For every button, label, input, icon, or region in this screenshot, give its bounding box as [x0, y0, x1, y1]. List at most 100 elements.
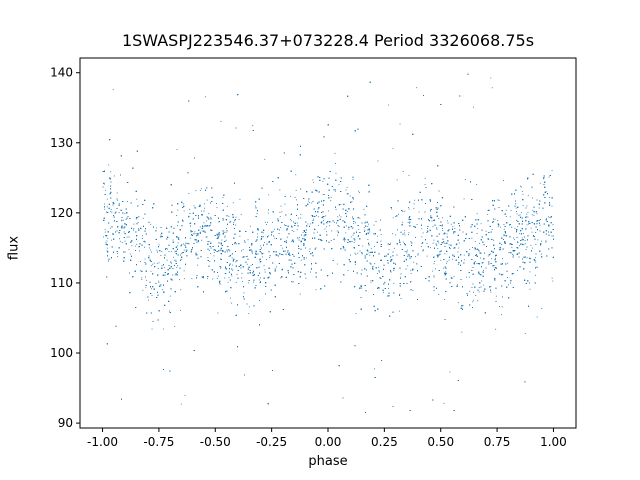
data-point: [503, 224, 505, 225]
data-point: [426, 255, 428, 257]
data-point: [142, 217, 144, 219]
data-point: [300, 259, 302, 261]
data-point: [479, 242, 480, 244]
data-point: [330, 240, 332, 241]
data-point: [490, 286, 492, 288]
data-point: [103, 183, 105, 185]
data-point: [535, 244, 537, 245]
data-point: [355, 253, 357, 255]
data-point: [304, 235, 306, 237]
data-point: [180, 253, 182, 255]
data-point: [450, 277, 452, 279]
data-point: [158, 262, 160, 264]
data-point: [340, 216, 342, 218]
data-point: [538, 207, 540, 209]
data-point: [300, 217, 302, 219]
data-point: [527, 216, 529, 218]
data-point: [111, 239, 112, 241]
data-point: [523, 244, 525, 246]
data-point: [501, 314, 502, 316]
data-point: [163, 264, 164, 265]
data-point: [535, 257, 536, 259]
data-point: [218, 221, 220, 223]
data-point: [536, 213, 538, 215]
data-point: [431, 220, 433, 222]
data-point: [401, 221, 403, 223]
data-point: [382, 292, 384, 293]
data-point: [255, 205, 256, 207]
data-point: [345, 232, 347, 234]
data-point: [241, 250, 242, 252]
data-point: [183, 278, 185, 280]
data-point: [247, 239, 249, 241]
data-point: [161, 251, 163, 252]
data-point: [224, 235, 226, 237]
data-point: [336, 220, 338, 221]
data-point: [289, 218, 291, 220]
data-point: [374, 263, 376, 265]
data-point: [220, 258, 222, 260]
data-point: [134, 245, 136, 247]
data-point: [324, 228, 326, 230]
data-point: [208, 249, 210, 251]
data-point: [549, 196, 551, 198]
data-point: [328, 210, 329, 212]
data-point: [347, 270, 349, 271]
data-point: [413, 207, 415, 209]
data-point: [264, 158, 266, 160]
data-point: [208, 213, 210, 214]
scatter-points: [102, 73, 554, 413]
data-point: [334, 152, 336, 154]
data-point: [502, 258, 503, 260]
data-point: [282, 254, 284, 256]
data-point: [545, 218, 547, 219]
chart-title: 1SWASPJ223546.37+073228.4 Period 3326068…: [121, 31, 535, 50]
data-point: [141, 277, 143, 279]
data-point: [522, 233, 524, 235]
data-point: [337, 232, 339, 234]
data-point: [218, 233, 220, 235]
data-point: [406, 256, 408, 258]
data-point: [119, 240, 121, 242]
data-point: [446, 261, 448, 263]
data-point: [426, 243, 428, 244]
data-point: [177, 265, 178, 267]
data-point: [248, 306, 250, 308]
data-point: [267, 212, 269, 214]
data-point: [323, 194, 325, 195]
data-point: [505, 216, 507, 217]
data-point: [461, 331, 463, 333]
data-point: [346, 186, 348, 188]
data-point: [183, 249, 185, 251]
data-point: [196, 234, 198, 236]
data-point: [521, 237, 523, 239]
data-point: [118, 202, 120, 204]
data-point: [338, 184, 340, 186]
data-point: [393, 247, 395, 249]
data-point: [517, 253, 519, 255]
data-point: [266, 224, 267, 225]
data-point: [112, 89, 114, 91]
data-point: [150, 249, 151, 251]
data-point: [209, 261, 211, 262]
data-point: [133, 223, 135, 225]
data-point: [219, 234, 221, 236]
data-point: [110, 171, 112, 173]
data-point: [260, 277, 261, 279]
data-point: [308, 251, 310, 252]
data-point: [205, 236, 207, 238]
data-point: [370, 248, 372, 250]
data-point: [280, 205, 282, 207]
data-point: [455, 244, 457, 246]
data-point: [494, 218, 496, 220]
data-point: [367, 239, 369, 240]
data-point: [216, 207, 218, 209]
data-point: [406, 252, 408, 254]
data-point: [512, 244, 513, 245]
data-point: [526, 213, 528, 215]
data-point: [272, 221, 273, 223]
data-point: [296, 229, 298, 231]
data-point: [418, 211, 420, 213]
data-point: [212, 278, 214, 280]
data-point: [210, 216, 212, 218]
